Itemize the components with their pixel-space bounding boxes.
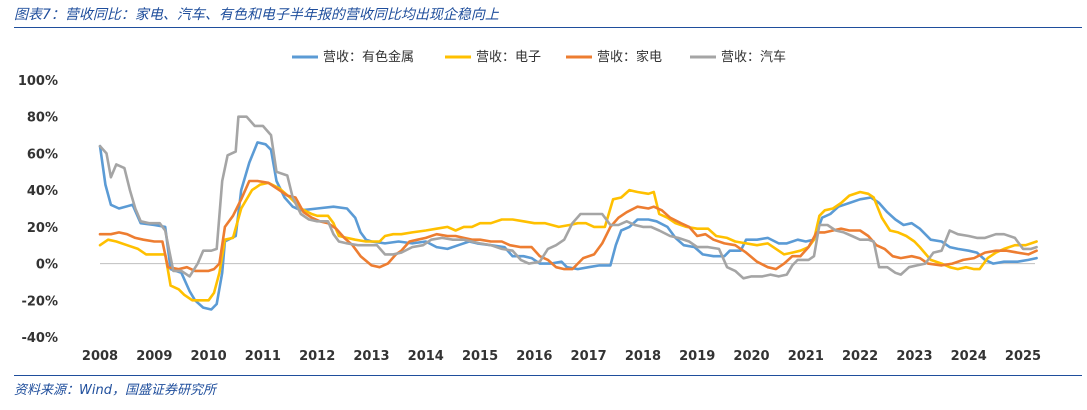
x-tick-label: 2013 (353, 349, 389, 364)
x-tick-label: 2024 (951, 349, 987, 364)
x-tick-label: 2016 (516, 349, 552, 364)
x-tick-label: 2021 (788, 349, 824, 364)
series-line (98, 181, 1038, 302)
source-note: 资料来源：Wind，国盛证券研究所 (14, 383, 216, 398)
top-divider (14, 27, 1082, 28)
legend-label: 营收：电子 (476, 50, 541, 65)
x-tick-label: 2019 (679, 349, 715, 364)
y-tick-label: 40% (27, 184, 58, 199)
y-tick-label: -20% (21, 294, 58, 309)
bottom-divider (14, 375, 1082, 376)
y-tick-label: -40% (21, 331, 58, 346)
x-tick-label: 2010 (190, 349, 226, 364)
legend-label: 营收：有色金属 (323, 49, 414, 65)
legend-label: 营收：家电 (597, 49, 662, 65)
chart-title: 图表7：营收同比：家电、汽车、有色和电子半年报的营收同比均出现企稳向上 (14, 7, 499, 23)
x-tick-label: 2017 (571, 349, 607, 364)
y-tick-label: 80% (27, 111, 58, 126)
x-tick-label: 2015 (462, 349, 498, 364)
x-tick-label: 2022 (842, 349, 878, 364)
line-chart: 营收：有色金属 营收：电子 营收：家电 营收：汽车 -40% -20% 0% 20% 40% 6… (18, 49, 1041, 364)
y-tick-label: 60% (27, 147, 58, 162)
x-tick-label: 2011 (245, 349, 281, 364)
series-line (98, 179, 1038, 273)
x-tick-label: 2020 (733, 349, 769, 364)
series-layer (98, 115, 1038, 311)
x-tick-label: 2009 (136, 349, 172, 364)
y-tick-label: 0% (36, 258, 58, 273)
legend: 营收：有色金属 营收：电子 营收：家电 营收：汽车 (292, 49, 786, 65)
x-axis: 2008 2009 2010 2011 2012 2013 2014 2015 2016 2017… (82, 263, 1041, 364)
legend-label: 营收：汽车 (721, 49, 786, 65)
x-tick-label: 2023 (896, 349, 932, 364)
x-tick-label: 2008 (82, 349, 118, 364)
y-axis: -40% -20% 0% 20% 40% 60% 80% 100% (18, 74, 58, 346)
x-tick-label: 2025 (1005, 349, 1041, 364)
x-tick-label: 2018 (625, 349, 661, 364)
y-tick-label: 20% (27, 221, 58, 236)
x-tick-label: 2012 (299, 349, 335, 364)
y-tick-label: 100% (18, 74, 58, 89)
x-tick-label: 2014 (408, 349, 444, 364)
series-line (98, 115, 1038, 280)
